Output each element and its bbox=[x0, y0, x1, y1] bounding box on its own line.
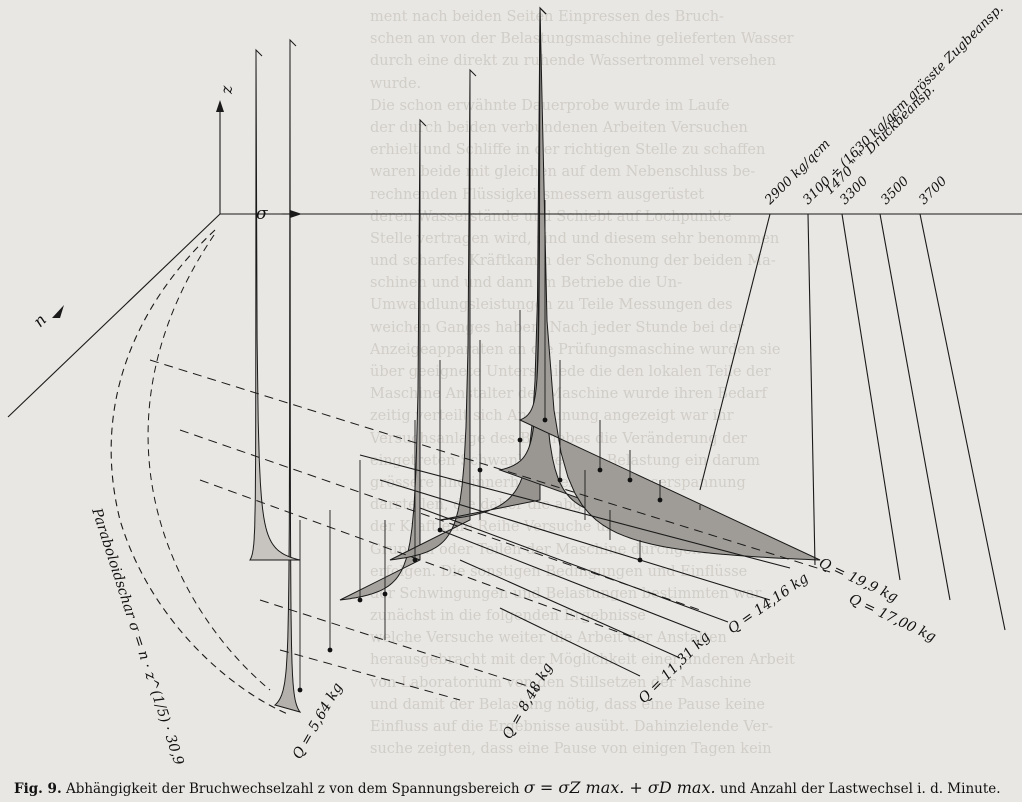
surface-q-19-9 bbox=[518, 6, 821, 561]
data-point bbox=[382, 591, 388, 597]
data-point bbox=[657, 497, 663, 503]
dashed-guide-line bbox=[199, 479, 641, 641]
background-text-line: suche zeigten, dass eine Pause von einig… bbox=[370, 741, 772, 758]
caption-formula: σ = σZ max. + σD max. bbox=[523, 778, 716, 797]
n-axis-line bbox=[7, 213, 221, 418]
stress-guide-line bbox=[919, 213, 1006, 631]
load-label-11-31: Q = 11,31 kg bbox=[636, 629, 714, 707]
background-text-line: erhielt und Schliffe in der richtigen St… bbox=[370, 142, 766, 159]
background-text-line: welche Versuche weiter die Arbeit der An… bbox=[370, 630, 727, 647]
load-label-8-48: Q = 8,48 kg bbox=[500, 660, 556, 742]
data-point bbox=[437, 527, 443, 533]
background-text-line: und scharfes Kräftkamm der Schonung der … bbox=[370, 253, 776, 270]
data-point bbox=[557, 477, 563, 483]
background-text-line: rechnenden Flüssigkeitsmessern ausgerüst… bbox=[370, 186, 705, 203]
data-point bbox=[542, 417, 548, 423]
paraboloid-guide-curve-2 bbox=[147, 234, 271, 691]
background-text-line: schen an von der Belastungsmaschine geli… bbox=[370, 31, 794, 48]
background-text-line: Die schon erwähnte Dauerprobe wurde im L… bbox=[370, 97, 730, 114]
caption-figno: Fig. 9. bbox=[14, 781, 62, 797]
load-strip-line bbox=[439, 529, 701, 633]
n-axis-label: n bbox=[29, 310, 50, 331]
background-text-line: und damit der Belastung nötig, dass eine… bbox=[370, 696, 765, 713]
surface-q-8-48 bbox=[339, 118, 427, 601]
sigma-axis-label: σ bbox=[256, 204, 268, 224]
surface-q-5-64 bbox=[273, 38, 302, 713]
stress-label-3700: 3700 bbox=[916, 174, 950, 208]
background-text-line: durch eine direkt zu ruhende Wassertromm… bbox=[370, 53, 777, 70]
data-point bbox=[517, 437, 523, 443]
stress-label-1470: 1470 " " Druckbeansp. bbox=[822, 82, 938, 198]
background-text-line: weichen Ganges haben. Nach jeder Stunde … bbox=[370, 319, 745, 336]
data-point bbox=[597, 467, 603, 473]
background-text-line: waren beide mit gleichen auf dem Nebensc… bbox=[370, 164, 756, 181]
z-axis-label: z bbox=[217, 85, 236, 95]
stress-guide-line bbox=[879, 213, 951, 601]
load-strip-line bbox=[419, 507, 729, 623]
background-text-line: Anzeigeapparaten an die Prüfungsmaschine… bbox=[370, 341, 781, 358]
background-text-line: herausgebracht mit der Möglichkeit einer… bbox=[370, 652, 795, 669]
stress-guide-line bbox=[699, 213, 771, 491]
stress-guide-line bbox=[807, 213, 816, 566]
load-strip-line bbox=[499, 607, 641, 677]
dashed-guide-line bbox=[149, 359, 831, 573]
caption-text-2: und Anzahl der Lastwechsel i. d. Minute. bbox=[719, 781, 1001, 797]
data-point bbox=[297, 687, 303, 693]
load-label-5-64: Q = 5,64 kg bbox=[290, 680, 346, 762]
data-point bbox=[412, 557, 418, 563]
paraboloid-note: Paraboloidschar σ = n · z^(1/5) · 30,9 bbox=[88, 505, 187, 767]
data-point bbox=[477, 467, 483, 473]
stress-label-3500: 3500 bbox=[878, 174, 912, 208]
caption-text-1: Abhängigkeit der Bruchwechselzahl z von … bbox=[65, 781, 520, 797]
z-axis-arrow bbox=[216, 100, 224, 112]
dashed-guide-line bbox=[259, 599, 541, 691]
background-text-line: erfolgen. Die sonstigen Bedingungen und … bbox=[370, 563, 748, 580]
load-strip-line bbox=[359, 454, 791, 569]
load-label-14-16: Q = 14,16 kg bbox=[725, 570, 811, 637]
n-axis-arrow bbox=[52, 305, 64, 318]
stress-label-2900: 2900 kg/qcm bbox=[762, 137, 834, 209]
load-strip-line bbox=[459, 559, 681, 659]
sigma-axis-arrow bbox=[290, 210, 302, 218]
data-point bbox=[357, 597, 363, 603]
data-point bbox=[627, 477, 633, 483]
background-text-line: schinen und und dann im Betriebe die Un- bbox=[370, 275, 683, 292]
background-text-line: von Laboratorium von den Stillsetzen der… bbox=[370, 674, 752, 691]
figure-caption: Fig. 9. Abhängigkeit der Bruchwechselzah… bbox=[14, 777, 1014, 799]
background-text-line: wurde. bbox=[370, 75, 422, 92]
background-text-line: deren Wasserstände und Schiebt auf Lochp… bbox=[370, 208, 732, 225]
stress-guide-line bbox=[841, 213, 901, 581]
background-text-line: ment nach beiden Seiten Einpressen des B… bbox=[370, 9, 724, 25]
data-point bbox=[327, 647, 333, 653]
background-text-line: Einfluss auf die Ergebnisse ausübt. Dahi… bbox=[370, 719, 773, 735]
background-text-line: Gruppen oder Teilen der Maschine durchge… bbox=[370, 541, 729, 558]
load-strip-line bbox=[379, 479, 771, 601]
data-point bbox=[637, 557, 643, 563]
dashed-guide-line bbox=[279, 649, 461, 701]
background-text-line: Umwandlungsleistungen zu Teile Messungen… bbox=[370, 297, 733, 314]
surface-q-8-48-left bbox=[249, 48, 301, 561]
background-text-line: der durch beiden verbundenen Arbeiten Ve… bbox=[370, 119, 748, 136]
background-text-line: Stelle vertragen wird, sind und diesem s… bbox=[370, 230, 780, 247]
